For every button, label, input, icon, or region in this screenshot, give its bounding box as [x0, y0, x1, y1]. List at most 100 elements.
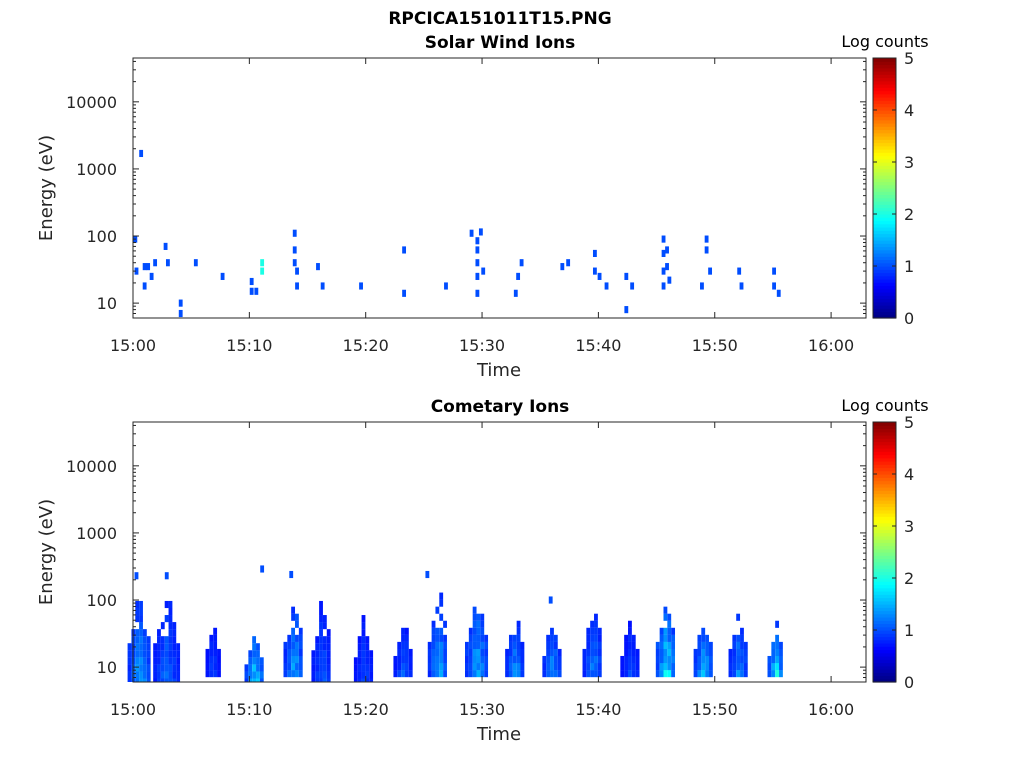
spectrogram-cell [361, 615, 366, 623]
spectrogram-cell [160, 650, 165, 658]
spectrogram-cell [397, 670, 402, 678]
spectrogram-cell [244, 671, 249, 679]
spectrogram-cell [693, 655, 698, 664]
colorbar-segment [873, 594, 896, 599]
spectrogram-cell [319, 636, 323, 644]
spectrogram-cell [439, 599, 444, 607]
y-axis: 10 100 1000 10000 [66, 60, 866, 319]
spectrogram-cell [631, 648, 636, 657]
spectrogram-cell [135, 607, 140, 616]
spectrogram-cell [671, 627, 676, 635]
spectrogram-cell [779, 670, 783, 678]
spectrogram-cell [361, 664, 366, 672]
spectrogram-cell [135, 664, 140, 672]
colorbar-tick-label: 1 [904, 257, 914, 276]
spectrogram-cell [369, 650, 374, 658]
spectrogram-cell [139, 607, 143, 616]
y-tick-label: 100 [86, 591, 117, 610]
spectrogram-cell [283, 655, 288, 664]
x-tick-label: 15:10 [226, 336, 272, 355]
spectrogram-cell [624, 272, 629, 280]
spectrogram-cell [628, 634, 632, 642]
spectrogram-cell [213, 663, 218, 671]
spectrogram-cell [135, 636, 140, 644]
spectrogram-cell [291, 655, 296, 664]
spectrogram-cell [283, 663, 288, 671]
colorbar-segment [873, 646, 896, 651]
spectrogram-cell [295, 267, 299, 275]
spectrogram-cell [254, 287, 259, 295]
spectrogram-cell [557, 663, 562, 671]
spectrogram-cell [553, 663, 558, 671]
spectrogram-cell [193, 259, 198, 267]
spectrogram-cell [295, 613, 299, 621]
colorbar-segment [873, 74, 896, 79]
spectrogram-cell [431, 641, 436, 649]
spectrogram-cell [168, 607, 173, 616]
spectrogram-cell [594, 655, 598, 664]
spectrogram-cell [659, 655, 664, 664]
x-tick-label: 15:00 [110, 336, 156, 355]
spectrogram-cell [248, 678, 253, 682]
spectrogram-cell [139, 650, 143, 658]
spectrogram-cell [326, 671, 331, 679]
spectrogram-cell [631, 641, 636, 649]
spectrogram-cell [252, 636, 257, 644]
spectrogram-cell [361, 678, 366, 682]
spectrogram-cell [291, 663, 296, 671]
spectrogram-cell [213, 641, 218, 649]
spectrogram-cells [127, 565, 783, 682]
spectrogram-cell [172, 622, 177, 630]
spectrogram-cell [142, 282, 147, 290]
spectrogram-cell [298, 663, 303, 671]
colorbar-segment [873, 207, 896, 212]
spectrogram-cell [484, 670, 489, 678]
spectrogram-cell [481, 267, 486, 275]
spectrogram-cell [708, 648, 713, 657]
colorbar-segment [873, 80, 896, 85]
colorbar-segment [873, 532, 896, 537]
colorbar-segment [873, 214, 896, 218]
spectrogram-cell [771, 655, 776, 664]
spectrogram-cell [172, 629, 177, 637]
colorbar-segment [873, 500, 896, 504]
spectrogram-cell [546, 648, 551, 657]
spectrogram-cell [319, 615, 323, 623]
spectrogram-cell [176, 643, 181, 651]
spectrogram-cell [775, 641, 780, 649]
spectrogram-cell [667, 655, 672, 664]
colorbar-segment [873, 558, 896, 563]
spectrogram-cell [283, 641, 288, 649]
spectrogram-cell [259, 678, 264, 682]
spectrogram-cell [597, 634, 602, 642]
colorbar-segment [873, 132, 896, 137]
spectrogram-cell [401, 627, 405, 635]
spectrogram-cell [443, 655, 447, 664]
colorbar-segment [873, 188, 896, 192]
spectrogram-cell [468, 670, 473, 678]
spectrogram-cell [213, 670, 218, 678]
spectrogram-cell [217, 648, 221, 657]
spectrogram-cell [701, 670, 706, 678]
spectrogram-cell [295, 663, 299, 671]
spectrogram-cell [153, 643, 158, 651]
colorbar-tick-label: 2 [904, 569, 914, 588]
colorbar-segment [873, 119, 896, 124]
colorbar-segment [873, 493, 896, 498]
colorbar-segment [873, 451, 896, 456]
spectrogram-cell [512, 655, 517, 664]
colorbar-segment [873, 636, 896, 641]
spectrogram-cell [597, 272, 602, 280]
spectrogram-cell [476, 620, 481, 628]
spectrogram-cell [736, 670, 741, 678]
spectrogram-cell [736, 655, 741, 664]
colorbar-segment [873, 279, 896, 283]
spectrogram-cell [480, 627, 485, 635]
spectrogram-cell [369, 657, 374, 665]
spectrogram-cell [252, 643, 257, 651]
spectrogram-cell [164, 600, 169, 609]
spectrogram-cell [771, 663, 776, 671]
spectrogram-cell [667, 620, 672, 628]
colorbar-segment [873, 431, 896, 436]
spectrogram-cell [295, 670, 299, 678]
